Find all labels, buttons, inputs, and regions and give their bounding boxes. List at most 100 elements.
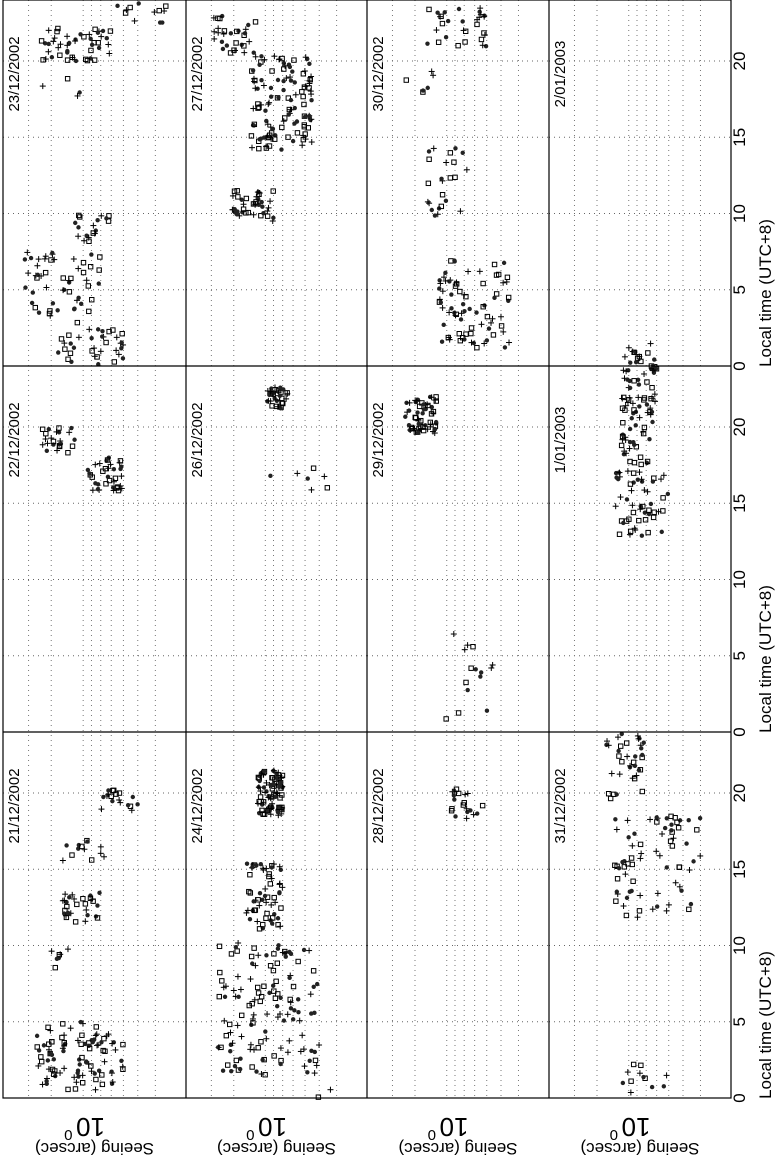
data-point-square [38, 1054, 44, 1060]
data-point-square [498, 323, 505, 329]
data-point-square [60, 1021, 66, 1027]
data-point-square [676, 864, 682, 870]
data-point-square [428, 411, 435, 417]
data-point-plus [659, 830, 666, 837]
data-point-square [85, 283, 92, 289]
data-point-star [287, 975, 292, 981]
data-point-star [288, 78, 294, 83]
data-point-plus [640, 428, 647, 435]
data-point-star [279, 147, 284, 152]
data-point-square [69, 443, 76, 449]
data-point-star [46, 426, 52, 432]
time-tick-label: 5 [730, 1017, 749, 1026]
data-point-square [278, 905, 284, 911]
data-point-star [90, 1039, 95, 1045]
data-point-plus [649, 906, 656, 913]
data-point-star [49, 55, 55, 60]
data-point-square [275, 922, 281, 928]
data-point-square [88, 1063, 94, 1069]
data-point-square [275, 991, 281, 997]
panel-date-label: 24/12/2002 [189, 768, 206, 843]
data-point-square [227, 1021, 233, 1028]
data-point-square [79, 843, 85, 850]
data-point-plus [648, 395, 655, 402]
data-point-star [438, 300, 444, 305]
data-point-square [270, 188, 276, 194]
time-tick-label: 10 [730, 570, 749, 589]
data-point-star [250, 961, 255, 966]
data-point-plus [48, 948, 55, 955]
data-point-star [278, 1061, 283, 1067]
data-point-star [89, 335, 94, 341]
data-point-plus [64, 42, 71, 49]
data-point-plus [117, 799, 124, 806]
data-point-square [457, 338, 463, 344]
seeing-tick-label: 100 [64, 1112, 105, 1143]
data-point-star [307, 113, 312, 119]
data-point-plus [275, 769, 282, 776]
data-point-square [111, 787, 117, 794]
data-point-plus [258, 101, 265, 108]
panel-date-label: 26/12/2002 [189, 402, 206, 477]
data-point-square [254, 984, 261, 991]
data-point-plus [321, 473, 328, 480]
data-point-star [473, 667, 478, 672]
data-point-square [281, 66, 287, 72]
data-point-star [273, 794, 278, 800]
data-point-plus [94, 1042, 101, 1049]
data-point-square [59, 1034, 65, 1041]
data-point-square [642, 517, 649, 523]
data-point-plus [276, 863, 283, 870]
data-point-star [621, 452, 627, 457]
data-point-square [216, 993, 222, 1000]
data-point-plus [301, 68, 308, 75]
data-point-plus [654, 890, 661, 897]
data-point-star [420, 411, 425, 416]
data-point-plus [75, 334, 82, 341]
data-point-square [262, 1072, 268, 1078]
data-point-square [104, 457, 111, 463]
data-point-square [156, 7, 162, 14]
data-point-plus [61, 897, 68, 904]
data-point-square [628, 1078, 634, 1084]
data-point-plus [476, 14, 483, 21]
data-point-square [295, 958, 301, 965]
panel-date-label: 22/12/2002 [6, 402, 23, 477]
data-point-plus [489, 661, 496, 668]
data-point-star [46, 41, 51, 47]
data-point-star [679, 888, 684, 893]
data-point-square [279, 55, 285, 62]
data-point-plus [39, 1081, 46, 1088]
data-point-plus [92, 461, 99, 468]
panel-date-label: 29/12/2002 [370, 402, 387, 477]
data-point-plus [500, 328, 507, 335]
data-point-plus [35, 256, 42, 263]
time-tick-label: 0 [730, 1093, 749, 1102]
data-point-square [480, 280, 486, 287]
panel-date-label: 30/12/2002 [370, 36, 387, 111]
data-point-square [265, 134, 271, 141]
data-point-square [91, 57, 98, 63]
data-point-square [93, 1024, 99, 1030]
data-point-star [649, 1084, 655, 1090]
data-point-square [300, 136, 307, 143]
data-point-square [447, 175, 454, 181]
data-point-star [269, 865, 275, 870]
data-point-plus [417, 426, 424, 433]
data-point-star [406, 408, 412, 413]
data-point-star [665, 491, 671, 497]
data-point-star [268, 94, 274, 99]
data-point-star [443, 270, 448, 276]
data-point-plus [75, 265, 82, 272]
data-point-star [76, 1074, 81, 1079]
data-point-square [468, 325, 475, 331]
data-point-plus [424, 198, 431, 205]
data-point-square [219, 978, 225, 984]
data-point-star [296, 1009, 301, 1015]
data-point-star [451, 793, 457, 798]
data-point-plus [620, 902, 627, 909]
data-point-star [88, 36, 93, 42]
data-point-plus [634, 914, 641, 921]
data-point-square [651, 509, 657, 515]
data-point-star [437, 286, 442, 291]
